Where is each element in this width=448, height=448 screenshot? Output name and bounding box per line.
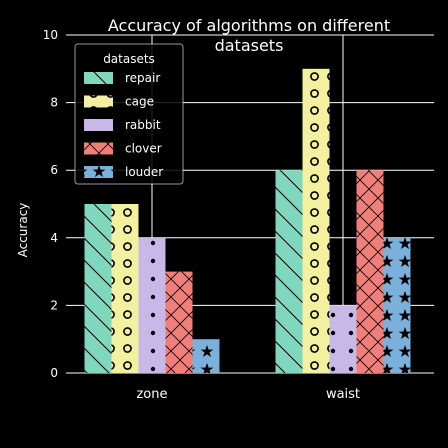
legend-swatch-pattern-rabbit	[84, 119, 113, 131]
bar-pattern-repair-waist	[275, 170, 303, 373]
legend-swatch-pattern-clover	[84, 142, 113, 155]
y-tick-label: 2	[50, 298, 58, 312]
bar-pattern-rabbit-waist	[329, 305, 357, 373]
legend-label-cage: cage	[125, 95, 154, 109]
bar-pattern-cage-zone	[111, 204, 139, 373]
x-axis-labels: zone waist	[136, 387, 360, 402]
y-tick-label: 4	[50, 231, 58, 245]
y-tick-label: 6	[50, 163, 58, 177]
bar-pattern-clover-waist	[356, 170, 384, 373]
bar-pattern-repair-zone	[84, 204, 112, 373]
legend-label-clover: clover	[125, 142, 162, 156]
bar-pattern-louder-zone	[192, 339, 220, 373]
legend-label-rabbit: rabbit	[125, 118, 161, 132]
bar-pattern-louder-waist	[383, 237, 411, 373]
y-axis-ticks: 0 2 4 6 8 10	[43, 28, 58, 380]
y-tick-label: 10	[43, 28, 58, 42]
x-category-label: zone	[136, 387, 167, 402]
legend-label-louder: louder	[125, 165, 163, 179]
y-axis-label: Accuracy	[16, 203, 30, 258]
bar-pattern-rabbit-zone	[138, 237, 166, 373]
bar-pattern-cage-waist	[302, 68, 330, 374]
y-tick-label: 8	[50, 96, 58, 110]
bars	[84, 68, 411, 374]
y-tick-label: 0	[50, 366, 58, 380]
legend-swatch-pattern-repair	[84, 72, 113, 84]
chart-title-line-1: Accuracy of algorithms on different	[108, 16, 390, 35]
chart-title-line-2: datasets	[215, 36, 284, 55]
legend: datasets repair cage rabbit clover louder	[74, 43, 184, 185]
legend-label-repair: repair	[125, 71, 160, 85]
bar-pattern-clover-zone	[165, 271, 193, 373]
x-category-label: waist	[326, 387, 360, 402]
legend-swatch-pattern-louder	[84, 166, 113, 178]
legend-swatch-pattern-cage	[84, 95, 113, 108]
legend-title: datasets	[103, 52, 155, 66]
